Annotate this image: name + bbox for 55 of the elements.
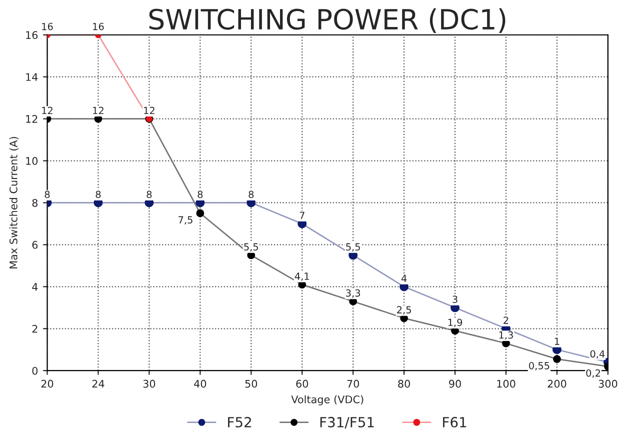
y-tick-label: 0 <box>32 366 38 375</box>
y-tick-label: 6 <box>32 240 38 249</box>
x-tick-label: 90 <box>449 380 461 388</box>
data-label: 7 <box>300 212 304 219</box>
data-label: 2,5 <box>397 306 411 314</box>
x-tick-label: 40 <box>194 380 206 388</box>
data-label: 3,3 <box>346 289 360 298</box>
data-label: 8 <box>96 190 101 198</box>
x-tick-label: 100 <box>497 380 516 388</box>
y-tick-label: 8 <box>32 198 38 207</box>
data-label: 4,1 <box>294 272 309 281</box>
x-tick-label: 200 <box>548 380 566 388</box>
y-tick-label: 12 <box>26 115 38 123</box>
point <box>196 209 204 218</box>
x-tick-label: 80 <box>398 380 410 388</box>
y-tick-label: 10 <box>26 157 38 165</box>
data-label: 2 <box>504 316 508 324</box>
data-label: 1 <box>554 338 560 345</box>
data-label: 7,5 <box>178 216 192 225</box>
data-label: 1,9 <box>448 318 462 328</box>
y-tick-label: 4 <box>32 283 38 291</box>
data-label: 16 <box>93 22 104 30</box>
data-label: 3 <box>452 296 458 303</box>
point <box>553 355 561 364</box>
data-label: 8 <box>44 190 50 198</box>
data-label: 5,5 <box>346 243 360 252</box>
data-label: 5,5 <box>244 243 258 252</box>
data-label: 8 <box>198 190 203 198</box>
y-tick-label: 16 <box>26 31 38 39</box>
y-tick-label: 14 <box>26 73 38 81</box>
data-label: 0,55 <box>529 362 550 370</box>
data-label: 8 <box>248 190 254 198</box>
data-label: 0,2 <box>586 369 600 378</box>
x-tick-label: 24 <box>92 380 104 388</box>
data-label: 16 <box>42 22 53 30</box>
data-label: 0,4 <box>590 350 605 359</box>
y-tick-label: 2 <box>32 324 38 333</box>
data-label: 4 <box>401 274 407 282</box>
x-axis-title: Voltage (VDC) <box>291 395 364 406</box>
data-label: 12 <box>144 106 154 114</box>
legend-label: F31/F51 <box>320 416 374 429</box>
data-label: 8 <box>146 190 152 198</box>
x-tick-label: 30 <box>143 380 156 388</box>
data-label: 12 <box>93 106 104 114</box>
x-tick-label: 20 <box>41 380 54 388</box>
legend-label: F61 <box>443 416 466 428</box>
x-tick-label: 50 <box>245 380 258 388</box>
x-tick-label: 300 <box>598 380 618 388</box>
y-axis-title: Max Switched Current (A) <box>9 136 19 268</box>
data-label: 12 <box>42 106 52 114</box>
legend-label: F52 <box>228 416 251 428</box>
chart-title: SWITCHING POWER (DC1) <box>149 8 506 33</box>
x-tick-label: 60 <box>296 380 308 388</box>
data-label: 1,3 <box>499 331 513 340</box>
x-tick-label: 70 <box>347 380 360 388</box>
